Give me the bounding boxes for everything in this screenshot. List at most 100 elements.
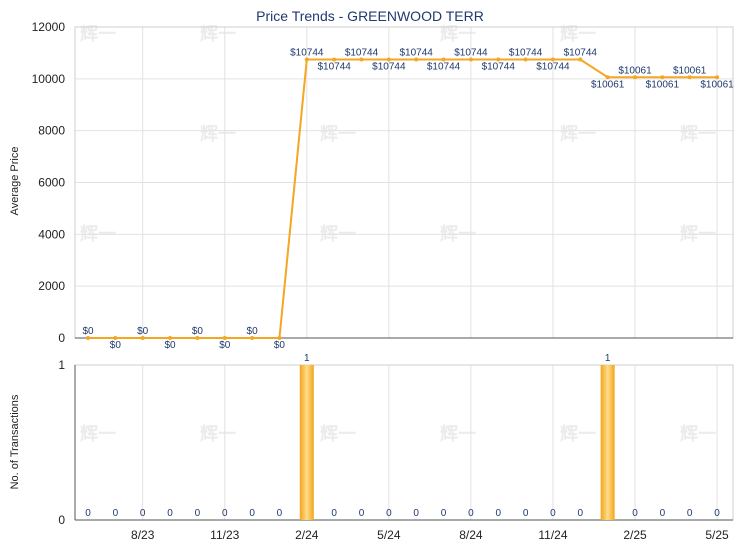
price-data-label: $0 [110, 340, 122, 351]
watermark-mark: 辉一 [560, 24, 596, 44]
price-data-label: $10061 [673, 65, 707, 76]
watermark-mark: 辉一 [560, 424, 596, 444]
price-point [195, 336, 200, 340]
price-data-label: $0 [164, 340, 176, 351]
transaction-count-label: 0 [140, 508, 146, 519]
watermark-mark: 辉一 [200, 424, 236, 444]
price-point [250, 336, 255, 340]
price-point [605, 75, 610, 80]
price-point [359, 57, 364, 62]
price-point [277, 336, 282, 340]
x-tick-label: 8/24 [459, 528, 483, 542]
price-data-label: $10744 [536, 62, 570, 73]
x-tick-label: 2/24 [295, 528, 319, 542]
price-point [660, 75, 665, 80]
price-point [332, 57, 337, 62]
price-data-label: $10061 [700, 79, 734, 90]
price-y-tick-label: 6000 [38, 176, 65, 190]
x-tick-label: 11/23 [210, 528, 239, 542]
transaction-count-label: 0 [249, 508, 255, 519]
price-data-label: $10744 [509, 48, 543, 59]
transactions-y-tick-label: 1 [58, 358, 65, 372]
transaction-count-label: 0 [660, 508, 666, 519]
transaction-count-label: 0 [495, 508, 501, 519]
price-point [633, 75, 637, 80]
watermark-mark: 辉一 [440, 24, 476, 44]
price-data-label: $0 [247, 326, 259, 337]
price-data-label: $10744 [372, 62, 406, 73]
transaction-count-label: 1 [605, 353, 611, 364]
x-tick-label: 2/25 [623, 528, 647, 542]
transaction-count-label: 0 [523, 508, 529, 519]
price-point [441, 57, 446, 62]
price-point [715, 75, 720, 80]
x-tick-label: 5/24 [377, 528, 401, 542]
chart-marks-layer: 02000400060008000100001200001$0$0$0$0$0$… [32, 20, 735, 542]
price-data-label: $0 [219, 340, 231, 351]
transaction-count-label: 0 [359, 508, 365, 519]
price-y-tick-label: 0 [58, 331, 65, 345]
price-point [468, 57, 473, 62]
transactions-plot-frame [74, 364, 734, 521]
price-y-tick-label: 4000 [38, 227, 65, 241]
price-data-label: $10744 [317, 62, 351, 73]
price-data-label: $0 [192, 326, 204, 337]
price-point [113, 336, 118, 340]
watermark-mark: 辉一 [440, 424, 476, 444]
price-y-tick-label: 12000 [32, 20, 66, 34]
price-data-label: $0 [274, 340, 286, 351]
transaction-count-label: 0 [578, 508, 584, 519]
watermark-mark: 辉一 [680, 424, 716, 444]
price-data-label: $10744 [427, 62, 461, 73]
price-y-axis-title: Average Price [9, 147, 21, 216]
transaction-bar [600, 365, 615, 520]
price-data-label: $10744 [290, 48, 324, 59]
transaction-count-label: 0 [687, 508, 693, 519]
chart-title: Price Trends - GREENWOOD TERR [256, 8, 484, 24]
price-data-label: $10744 [564, 48, 598, 59]
price-point [140, 336, 145, 340]
transaction-count-label: 0 [714, 508, 720, 519]
price-point [523, 57, 528, 62]
price-point [168, 336, 173, 340]
price-series-line [88, 58, 718, 339]
price-y-tick-label: 2000 [38, 279, 65, 293]
price-point [386, 57, 391, 62]
price-data-label: $10061 [591, 79, 625, 90]
price-y-tick-label: 10000 [32, 72, 66, 86]
watermark-mark: 辉一 [320, 424, 356, 444]
transaction-count-label: 0 [550, 508, 556, 519]
price-point [304, 57, 309, 62]
price-data-label: $10061 [618, 65, 652, 76]
price-data-label: $10744 [345, 48, 379, 59]
transaction-count-label: 0 [167, 508, 173, 519]
watermark-mark: 辉一 [200, 124, 236, 144]
transaction-count-label: 0 [331, 508, 337, 519]
price-data-label: $10744 [482, 62, 516, 73]
price-point [86, 336, 90, 340]
price-data-label: $0 [82, 326, 94, 337]
watermark-mark: 辉一 [80, 24, 116, 44]
transaction-count-label: 0 [113, 508, 119, 519]
price-point [414, 57, 419, 62]
x-tick-label: 8/23 [131, 528, 155, 542]
transactions-y-axis-title: No. of Transactions [9, 394, 21, 489]
price-y-tick-label: 8000 [38, 124, 65, 138]
transaction-count-label: 0 [195, 508, 201, 519]
price-data-label: $0 [137, 326, 149, 337]
price-point [687, 75, 692, 80]
watermark-mark: 辉一 [320, 124, 356, 144]
transaction-count-label: 0 [222, 508, 228, 519]
x-tick-label: 11/24 [538, 528, 567, 542]
transaction-bar [299, 365, 314, 520]
transaction-count-label: 0 [386, 508, 392, 519]
price-point [578, 57, 583, 62]
transaction-count-label: 0 [468, 508, 474, 519]
price-point [550, 57, 555, 62]
watermark-mark: 辉一 [200, 24, 236, 44]
transaction-count-label: 0 [441, 508, 447, 519]
transaction-count-label: 0 [277, 508, 283, 519]
